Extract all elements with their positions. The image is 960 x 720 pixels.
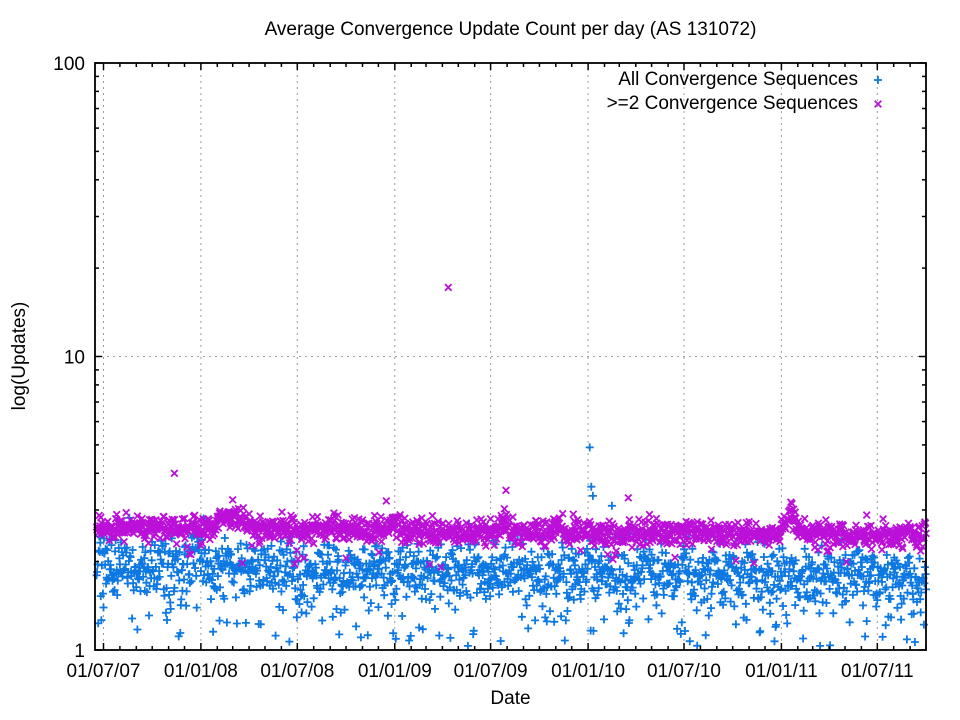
plus-marker-icon [874,76,882,84]
x-tick-label: 01/07/11 [841,661,914,682]
x-tick-label: 01/01/11 [745,661,818,682]
x-tick-label: 01/07/10 [647,661,721,682]
x-tick-label: 01/07/07 [67,661,141,682]
y-tick-label: 10 [64,348,85,369]
y-tick-label: 100 [53,54,85,75]
plot-frame [94,62,927,651]
legend-entry-all-sequences: All Convergence Sequences [607,68,889,92]
legend-entry-ge2-sequences: >=2 Convergence Sequences [607,92,889,116]
x-tick-label: 01/01/09 [358,661,432,682]
y-axis-title: log(Updates) [9,301,30,411]
legend-label-ge2-sequences: >=2 Convergence Sequences [606,93,858,114]
series-all-convergence-points [92,443,930,650]
x-tick-label: 01/01/10 [551,661,625,682]
series-ge2-convergence-points [92,283,930,572]
x-tick-label: 01/07/09 [454,661,528,682]
legend: All Convergence Sequences >=2 Convergenc… [607,68,889,116]
chart-title: Average Convergence Update Count per day… [264,19,757,40]
x-axis-title: Date [490,688,531,709]
x-tick-label: 01/07/08 [260,661,334,682]
cross-marker-icon [874,100,882,108]
y-tick-label: 1 [74,641,85,662]
legend-label-all-sequences: All Convergence Sequences [618,69,858,90]
x-tick-label: 01/01/08 [164,661,238,682]
